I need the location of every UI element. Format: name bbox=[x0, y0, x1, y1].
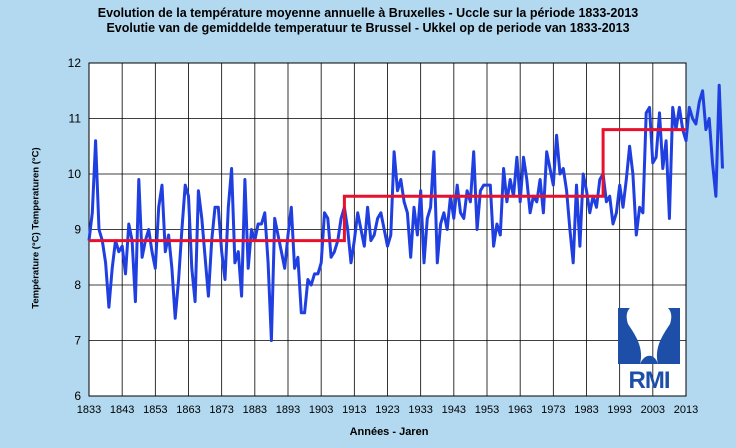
y-tick-label: 12 bbox=[68, 56, 82, 70]
y-tick-label: 11 bbox=[69, 112, 82, 126]
x-tick-label: 1843 bbox=[110, 404, 134, 416]
y-tick-label: 6 bbox=[74, 389, 81, 403]
chart-title-french: Evolution de la température moyenne annu… bbox=[97, 6, 639, 20]
x-tick-label: 1833 bbox=[77, 404, 101, 416]
rmi-logo-text: RMI bbox=[628, 367, 671, 394]
x-tick-label: 1983 bbox=[574, 404, 598, 416]
x-tick-label: 1933 bbox=[408, 404, 432, 416]
x-tick-label: 1943 bbox=[442, 404, 466, 416]
x-tick-label: 1863 bbox=[176, 404, 200, 416]
chart-title-block: Evolution de la température moyenne annu… bbox=[0, 6, 736, 36]
y-axis-title: Température (°C) Temperaturen (°C) bbox=[30, 147, 42, 309]
x-tick-label: 1883 bbox=[243, 404, 267, 416]
x-tick-label: 2003 bbox=[641, 404, 665, 416]
x-tick-label: 1903 bbox=[309, 404, 333, 416]
x-tick-label: 1993 bbox=[607, 404, 631, 416]
annual-temperature-line bbox=[87, 83, 724, 342]
chart-title-dutch: Evolutie van de gemiddelde temperatuur t… bbox=[106, 21, 630, 35]
x-axis-title: Années - Jaren bbox=[349, 426, 429, 438]
y-tick-label: 9 bbox=[74, 223, 81, 237]
x-tick-label: 1893 bbox=[276, 404, 300, 416]
x-tick-label: 1953 bbox=[475, 404, 499, 416]
y-tick-label: 10 bbox=[68, 167, 82, 181]
x-tick-label: 2013 bbox=[674, 404, 698, 416]
x-tick-label: 1963 bbox=[508, 404, 532, 416]
x-tick-label: 1923 bbox=[375, 404, 399, 416]
x-tick-label: 1873 bbox=[209, 404, 233, 416]
rmi-logo: RMI bbox=[614, 306, 684, 394]
y-tick-label: 7 bbox=[74, 334, 81, 348]
period-mean-line bbox=[89, 128, 686, 243]
x-tick-label: 1913 bbox=[342, 404, 366, 416]
x-tick-label: 1973 bbox=[541, 404, 565, 416]
y-tick-label: 8 bbox=[74, 278, 81, 292]
x-tick-label: 1853 bbox=[143, 404, 167, 416]
rmi-logo-icon bbox=[618, 308, 680, 364]
